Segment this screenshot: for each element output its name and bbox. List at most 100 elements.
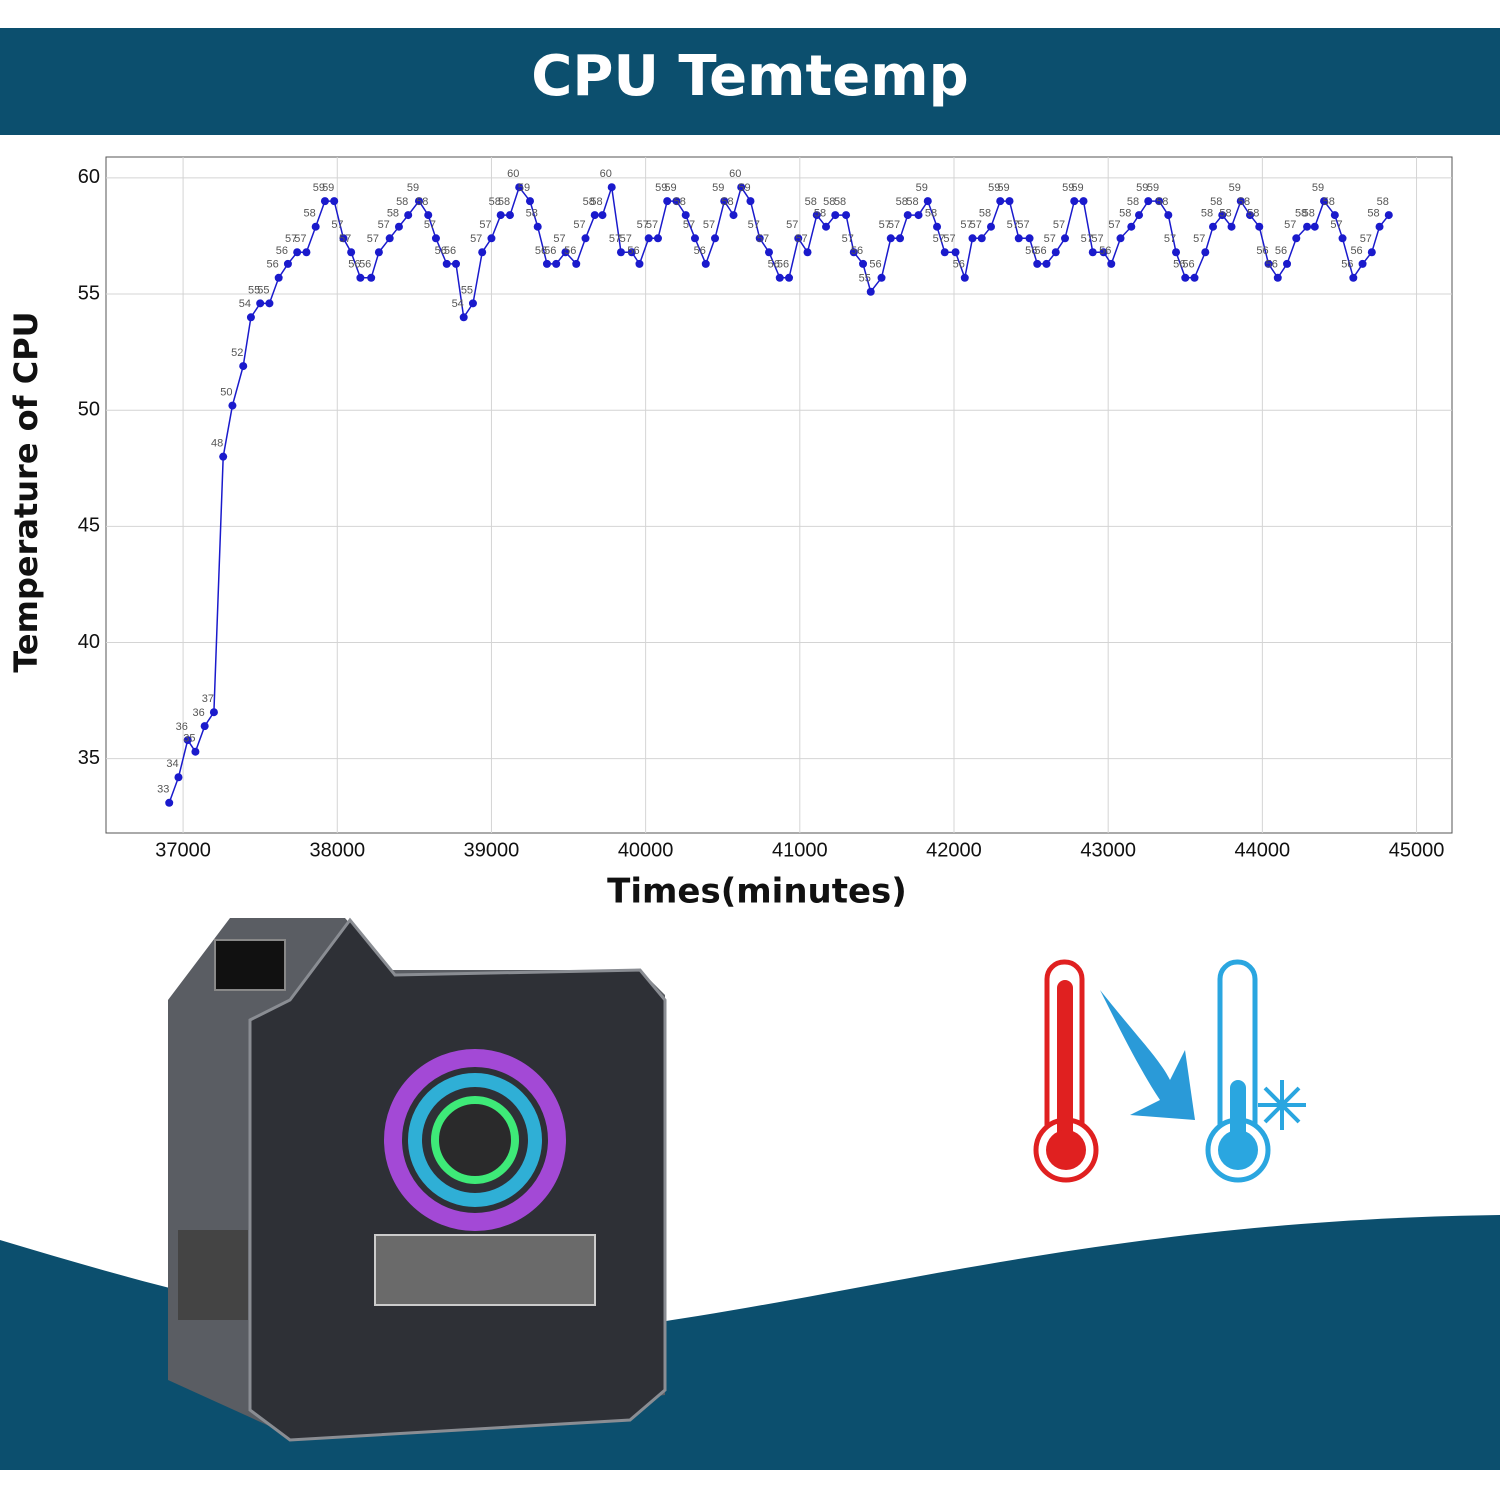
data-point xyxy=(627,248,636,257)
data-point xyxy=(831,211,840,220)
data-label: 58 xyxy=(1210,196,1222,208)
data-point xyxy=(1330,211,1339,220)
data-point xyxy=(311,222,320,231)
data-label: 56 xyxy=(564,245,576,257)
data-label: 58 xyxy=(416,196,428,208)
data-label: 57 xyxy=(1044,233,1056,245)
data-label: 57 xyxy=(888,219,900,231)
data-label: 57 xyxy=(1091,233,1103,245)
data-point xyxy=(1116,234,1125,243)
data-point xyxy=(644,234,653,243)
data-point xyxy=(293,248,302,257)
data-point xyxy=(690,234,699,243)
data-label: 57 xyxy=(285,233,297,245)
data-point xyxy=(246,313,255,322)
data-point xyxy=(581,234,590,243)
data-point xyxy=(356,273,365,282)
data-point xyxy=(302,248,311,257)
data-label: 37 xyxy=(202,693,214,705)
data-point xyxy=(414,197,423,206)
data-point xyxy=(424,211,433,220)
data-point xyxy=(320,197,329,206)
y-tick-label: 40 xyxy=(78,631,100,653)
x-tick-label: 44000 xyxy=(1235,839,1291,861)
data-label: 55 xyxy=(461,284,473,296)
data-label: 58 xyxy=(1127,196,1139,208)
data-label: 58 xyxy=(906,196,918,208)
data-point xyxy=(174,773,183,782)
data-point xyxy=(775,273,784,282)
data-point xyxy=(842,211,851,220)
data-label: 36 xyxy=(176,721,188,733)
data-point xyxy=(755,234,764,243)
data-point xyxy=(1358,259,1367,268)
data-point xyxy=(803,248,812,257)
data-label: 57 xyxy=(757,233,769,245)
data-point xyxy=(552,259,561,268)
data-label: 58 xyxy=(396,196,408,208)
data-label: 58 xyxy=(1156,196,1168,208)
data-point xyxy=(385,234,394,243)
data-point xyxy=(1246,211,1255,220)
data-point xyxy=(239,362,248,371)
data-label: 57 xyxy=(703,219,715,231)
data-label: 58 xyxy=(1219,208,1231,220)
data-point xyxy=(764,248,773,257)
data-point xyxy=(1384,211,1393,220)
data-label: 60 xyxy=(729,168,741,180)
data-label: 56 xyxy=(953,259,965,271)
data-point xyxy=(1164,211,1173,220)
data-point xyxy=(525,197,534,206)
data-label: 58 xyxy=(1377,196,1389,208)
data-point xyxy=(681,211,690,220)
data-point xyxy=(209,708,218,717)
data-label: 58 xyxy=(590,196,602,208)
data-label: 57 xyxy=(943,233,955,245)
data-label: 57 xyxy=(573,219,585,231)
data-label: 59 xyxy=(1229,182,1241,194)
data-label: 58 xyxy=(823,196,835,208)
x-tick-label: 40000 xyxy=(618,839,674,861)
data-label: 58 xyxy=(834,196,846,208)
data-label: 57 xyxy=(646,219,658,231)
data-point xyxy=(1209,222,1218,231)
data-point xyxy=(1236,197,1245,206)
data-label: 59 xyxy=(655,182,667,194)
data-label: 50 xyxy=(220,386,232,398)
data-label: 57 xyxy=(1081,233,1093,245)
data-label: 48 xyxy=(211,438,223,450)
data-label: 58 xyxy=(1238,196,1250,208)
data-label: 57 xyxy=(795,233,807,245)
data-label: 57 xyxy=(1360,233,1372,245)
data-point xyxy=(822,222,831,231)
data-label: 60 xyxy=(507,168,519,180)
data-point xyxy=(866,287,875,296)
data-point xyxy=(1264,259,1273,268)
data-point xyxy=(459,313,468,322)
data-point xyxy=(533,222,542,231)
data-point xyxy=(1014,234,1023,243)
data-label: 56 xyxy=(1025,245,1037,257)
data-label: 56 xyxy=(1099,245,1111,257)
data-point xyxy=(561,248,570,257)
data-label: 36 xyxy=(193,707,205,719)
data-point xyxy=(1135,211,1144,220)
data-point xyxy=(1367,248,1376,257)
plot-area xyxy=(105,156,1453,834)
data-label: 57 xyxy=(1017,219,1029,231)
data-label: 57 xyxy=(637,219,649,231)
data-label: 57 xyxy=(294,233,306,245)
data-label: 57 xyxy=(1108,219,1120,231)
data-label: 57 xyxy=(1330,219,1342,231)
data-label: 57 xyxy=(339,233,351,245)
data-point xyxy=(200,722,209,731)
data-point xyxy=(496,211,505,220)
data-point xyxy=(711,234,720,243)
data-label: 58 xyxy=(1247,208,1259,220)
data-label: 56 xyxy=(1173,259,1185,271)
data-label: 59 xyxy=(1147,182,1159,194)
data-label: 57 xyxy=(1164,233,1176,245)
data-point xyxy=(923,197,932,206)
data-label: 58 xyxy=(805,196,817,208)
